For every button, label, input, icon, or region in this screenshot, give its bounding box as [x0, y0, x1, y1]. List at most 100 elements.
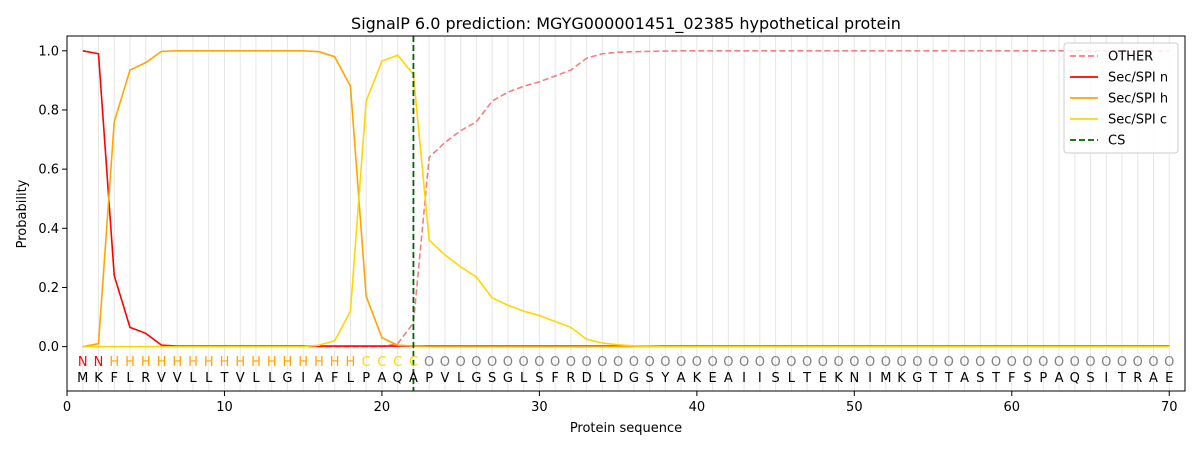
region-label: C	[409, 355, 418, 370]
region-label: C	[362, 355, 371, 370]
residue-letter: I	[758, 371, 762, 386]
region-label: O	[629, 355, 639, 370]
residue-letter: V	[236, 371, 245, 386]
residue-letter: T	[802, 371, 811, 386]
residue-letter: I	[742, 371, 746, 386]
residue-letter: T	[1117, 371, 1126, 386]
region-label: H	[346, 355, 356, 370]
region-label: O	[881, 355, 891, 370]
region-label: O	[928, 355, 938, 370]
region-label: O	[440, 355, 450, 370]
residue-letter: P	[425, 371, 433, 386]
residue-letter: L	[268, 371, 276, 386]
residue-letter: F	[110, 371, 117, 386]
region-label: H	[330, 355, 340, 370]
residue-letter: I	[301, 371, 305, 386]
legend-label: Sec/SPI c	[1108, 113, 1167, 128]
legend-label: Sec/SPI h	[1108, 92, 1168, 107]
residue-letter: G	[471, 371, 481, 386]
series-line-sec-spi-c	[82, 54, 1170, 348]
region-label: O	[833, 355, 843, 370]
region-label: H	[172, 355, 182, 370]
region-label: O	[1101, 355, 1111, 370]
residue-letter: T	[219, 371, 228, 386]
region-label: H	[220, 355, 230, 370]
residue-letter: F	[551, 371, 558, 386]
region-label: H	[283, 355, 293, 370]
residue-letter: T	[928, 371, 937, 386]
residue-letter: M	[77, 371, 88, 386]
y-axis-title: Probability	[15, 179, 30, 248]
residue-letter: K	[897, 371, 906, 386]
series-line-sec-spi-n	[82, 50, 1170, 347]
series-layer	[82, 36, 1170, 391]
residue-letter: R	[141, 371, 150, 386]
legend-label: CS	[1108, 134, 1125, 149]
residue-letter: L	[252, 371, 260, 386]
region-label: H	[204, 355, 214, 370]
residue-letter: S	[1023, 371, 1031, 386]
residue-letter: S	[1086, 371, 1094, 386]
region-label: O	[503, 355, 513, 370]
y-tick-label: 0.0	[38, 340, 59, 355]
chart-title: SignalP 6.0 prediction: MGYG000001451_02…	[351, 14, 901, 34]
region-label: H	[141, 355, 151, 370]
region-label: O	[991, 355, 1001, 370]
residue-letter: V	[440, 371, 449, 386]
residue-letter: L	[126, 371, 134, 386]
region-label: H	[267, 355, 277, 370]
residue-letter: A	[724, 371, 733, 386]
legend-label: Sec/SPI n	[1108, 71, 1168, 86]
residue-letter: L	[189, 371, 197, 386]
legend-label: OTHER	[1108, 50, 1153, 65]
residue-letter: L	[457, 371, 465, 386]
residue-letter: L	[347, 371, 355, 386]
x-axis-title: Protein sequence	[570, 421, 682, 436]
residue-letter: M	[880, 371, 891, 386]
residue-letter: A	[1149, 371, 1158, 386]
region-label: O	[912, 355, 922, 370]
residue-letter: Q	[1070, 371, 1080, 386]
grid-layer	[82, 36, 1170, 391]
region-label: O	[944, 355, 954, 370]
region-label: O	[975, 355, 985, 370]
region-label: O	[896, 355, 906, 370]
region-label: O	[597, 355, 607, 370]
y-tick-label: 0.6	[38, 163, 59, 178]
residue-letter: R	[1133, 371, 1142, 386]
region-label: O	[534, 355, 544, 370]
residue-letter: E	[708, 371, 716, 386]
region-label: O	[818, 355, 828, 370]
region-label: H	[188, 355, 198, 370]
region-label: O	[786, 355, 796, 370]
region-label: H	[157, 355, 167, 370]
residue-letter: D	[582, 371, 592, 386]
residue-letter: S	[535, 371, 543, 386]
region-label: O	[676, 355, 686, 370]
residue-letter: L	[788, 371, 796, 386]
series-line-other	[82, 49, 1170, 348]
residue-letter: Q	[393, 371, 403, 386]
region-label: O	[959, 355, 969, 370]
region-label: O	[550, 355, 560, 370]
x-tick-label: 10	[216, 400, 233, 415]
region-label: O	[865, 355, 875, 370]
residue-letter: S	[488, 371, 496, 386]
residue-letter: F	[331, 371, 338, 386]
residue-letter: G	[282, 371, 292, 386]
region-label: H	[235, 355, 245, 370]
x-tick-label: 50	[846, 400, 863, 415]
residue-letter: S	[976, 371, 984, 386]
region-label: O	[566, 355, 576, 370]
region-label: C	[393, 355, 402, 370]
region-label: O	[707, 355, 717, 370]
x-tick-label: 30	[531, 400, 548, 415]
region-label: O	[660, 355, 670, 370]
region-label: O	[1085, 355, 1095, 370]
region-label: O	[692, 355, 702, 370]
region-label: O	[613, 355, 623, 370]
region-label: O	[1164, 355, 1174, 370]
region-label: H	[251, 355, 261, 370]
region-label: O	[1054, 355, 1064, 370]
y-tick-label: 0.8	[38, 103, 59, 118]
